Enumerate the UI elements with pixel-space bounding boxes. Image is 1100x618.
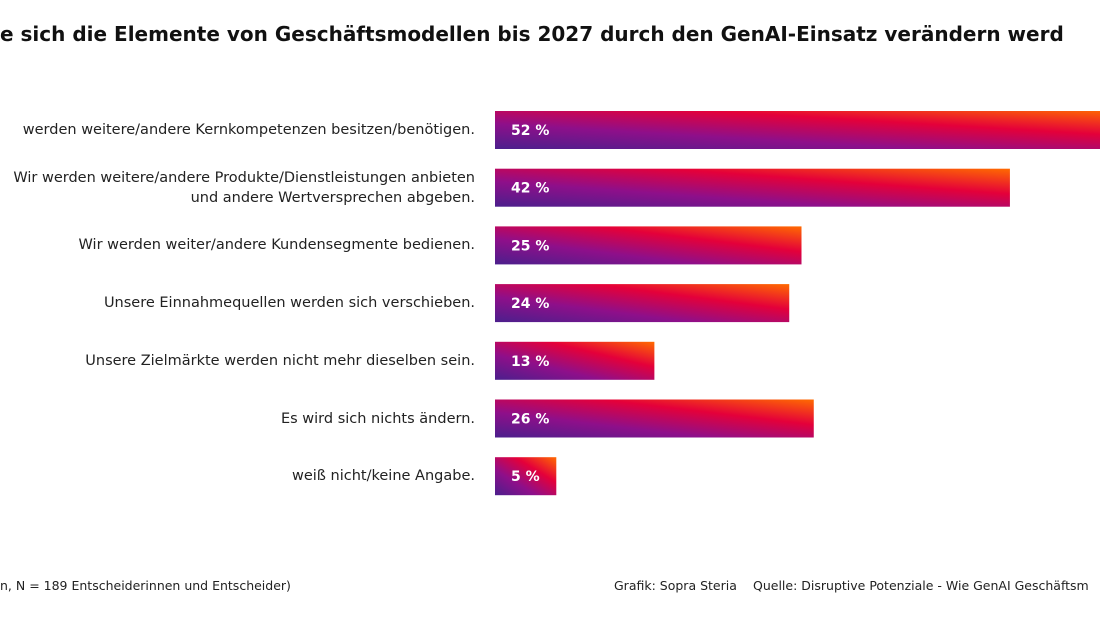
value-label: 24 % <box>511 296 549 312</box>
bar <box>495 399 814 438</box>
category-label: weiß nicht/keine Angabe. <box>292 468 475 485</box>
bar <box>495 111 1100 149</box>
category-label: Wir werden weitere/andere Produkte/Diens… <box>13 169 475 206</box>
source: Quelle: Disruptive Potenziale - Wie GenA… <box>753 578 1089 593</box>
value-label: 13 % <box>511 354 549 370</box>
category-label: Wir werden weiter/andere Kundensegmente … <box>78 237 475 254</box>
value-label: 25 % <box>511 238 549 254</box>
bar <box>495 226 802 265</box>
value-label: 26 % <box>511 412 549 428</box>
bar <box>495 341 655 380</box>
value-label: 5 % <box>511 469 540 485</box>
value-label: 42 % <box>511 181 549 197</box>
bar <box>495 457 557 496</box>
value-label: 52 % <box>511 123 549 139</box>
category-label: Unsere Einnahmequellen werden sich versc… <box>103 295 475 312</box>
credit: Grafik: Sopra Steria <box>614 578 737 593</box>
bar <box>495 284 790 323</box>
category-label: Unsere Zielmärkte werden nicht mehr dies… <box>85 352 475 369</box>
chart-title: e sich die Elemente von Geschäftsmodelle… <box>0 22 1064 46</box>
category-label: Es wird sich nichts ändern. <box>280 410 475 427</box>
category-label: werden weitere/andere Kernkompetenzen be… <box>22 122 475 138</box>
bar <box>495 168 1010 207</box>
footnote: n, N = 189 Entscheiderinnen und Entschei… <box>0 578 291 593</box>
